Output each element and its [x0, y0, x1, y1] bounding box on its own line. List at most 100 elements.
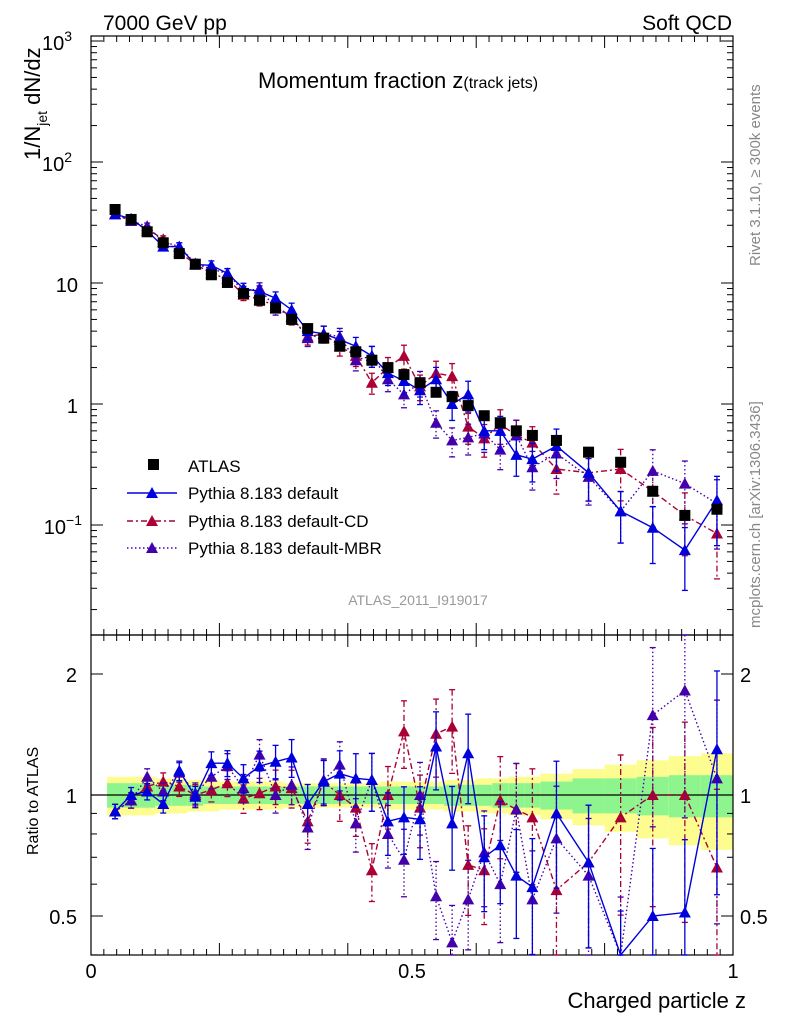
data-point-mbr: [446, 936, 459, 948]
data-point-default: [157, 797, 170, 809]
data-point-default: [510, 869, 523, 881]
data-point-atlas: [550, 434, 562, 446]
data-point-default: [397, 374, 410, 386]
ratio-ytick-label-1: 1: [66, 786, 77, 808]
data-point-cd: [494, 794, 507, 806]
data-point-default: [526, 453, 539, 465]
data-point-mbr: [285, 778, 298, 790]
data-point-default: [678, 544, 691, 556]
data-point-atlas: [270, 302, 282, 314]
data-point-mbr: [646, 464, 659, 476]
data-point-default: [141, 785, 154, 797]
legend-label-default: Pythia 8.183 default: [188, 484, 339, 503]
data-point-default: [494, 839, 507, 851]
data-point-mbr: [510, 803, 523, 815]
ytick-label-1000: 103: [42, 28, 72, 55]
data-point-atlas: [414, 377, 426, 389]
main-series: [109, 203, 723, 592]
data-point-cd: [526, 436, 539, 448]
legend-marker-atlas: [148, 459, 159, 470]
data-point-cd: [365, 376, 378, 388]
data-point-atlas: [494, 417, 506, 429]
data-point-atlas: [286, 313, 298, 325]
data-point-cd: [526, 811, 539, 823]
data-point-default: [526, 881, 539, 893]
main-title: Momentum fraction z(track jets): [258, 68, 538, 93]
data-point-atlas: [141, 226, 153, 238]
data-point-default: [301, 797, 314, 809]
data-point-mbr: [646, 709, 659, 721]
data-point-atlas: [125, 213, 137, 225]
ratio-ytick-label-right-0.5: 0.5: [740, 907, 768, 929]
data-point-mbr: [301, 821, 314, 833]
xtick-label-0.5: 0.5: [398, 961, 426, 983]
data-point-default: [237, 772, 250, 784]
data-point-mbr: [269, 789, 282, 800]
data-point-default: [414, 813, 427, 825]
data-point-atlas: [366, 354, 378, 366]
data-point-mbr: [349, 817, 362, 829]
data-point-atlas: [398, 369, 410, 381]
data-point-mbr: [446, 434, 459, 446]
data-point-default: [710, 494, 723, 506]
data-point-atlas: [478, 410, 490, 422]
data-point-default: [582, 466, 595, 478]
data-point-mbr: [397, 853, 410, 865]
data-point-default: [253, 285, 266, 297]
data-point-default: [317, 775, 330, 787]
data-point-default: [269, 292, 282, 304]
data-point-default: [462, 388, 475, 400]
legend-label-cd: Pythia 8.183 default-CD: [188, 512, 369, 531]
data-point-atlas: [711, 503, 723, 515]
ytick-label-100: 102: [42, 149, 72, 176]
xtick-label-1: 1: [727, 961, 738, 983]
legend-marker-default: [146, 487, 158, 498]
data-point-default: [430, 373, 443, 385]
rivet-version-label: Rivet 3.1.10, ≥ 300k events: [747, 84, 764, 266]
ytick-label-1: 1: [67, 396, 78, 418]
ytick-label-0.1: 10−1: [44, 512, 82, 539]
legend-label-atlas: ATLAS: [188, 457, 241, 476]
data-point-atlas: [382, 362, 394, 374]
data-point-default: [550, 807, 563, 819]
data-point-default: [414, 384, 427, 396]
data-point-mbr: [430, 416, 443, 428]
data-point-default: [614, 505, 627, 517]
data-point-default: [397, 811, 410, 823]
data-point-default: [582, 856, 595, 868]
data-point-default: [221, 267, 234, 279]
data-point-cd: [646, 789, 659, 800]
data-point-cd: [237, 792, 250, 804]
header-collision: 7000 GeV pp: [103, 12, 227, 35]
data-point-atlas: [334, 340, 346, 352]
analysis-id-label: ATLAS_2011_I919017: [348, 592, 488, 608]
data-point-default: [333, 767, 346, 779]
data-point-atlas: [318, 332, 330, 344]
data-point-default: [253, 760, 266, 772]
data-point-atlas: [189, 258, 201, 270]
data-point-mbr: [678, 477, 691, 489]
data-point-default: [446, 817, 459, 829]
data-point-atlas: [526, 429, 538, 441]
data-point-mbr: [349, 354, 362, 366]
data-point-mbr: [678, 684, 691, 696]
series-line-mbr: [114, 689, 718, 958]
data-point-default: [478, 424, 491, 436]
data-point-mbr: [157, 785, 170, 797]
data-point-atlas: [430, 386, 442, 398]
legend: ATLAS Pythia 8.183 default Pythia 8.183 …: [127, 457, 382, 558]
data-point-default: [462, 747, 475, 759]
ratio-ytick-label-2: 2: [66, 665, 77, 687]
data-point-default: [269, 755, 282, 767]
data-point-atlas: [350, 346, 362, 358]
data-point-mbr: [430, 890, 443, 902]
data-point-cd: [173, 780, 186, 792]
data-point-default: [173, 764, 186, 776]
data-point-atlas: [510, 425, 522, 437]
data-point-default: [510, 448, 523, 460]
data-point-default: [678, 906, 691, 918]
data-point-default: [205, 259, 218, 271]
data-point-default: [285, 751, 298, 763]
data-point-cd: [446, 370, 459, 382]
